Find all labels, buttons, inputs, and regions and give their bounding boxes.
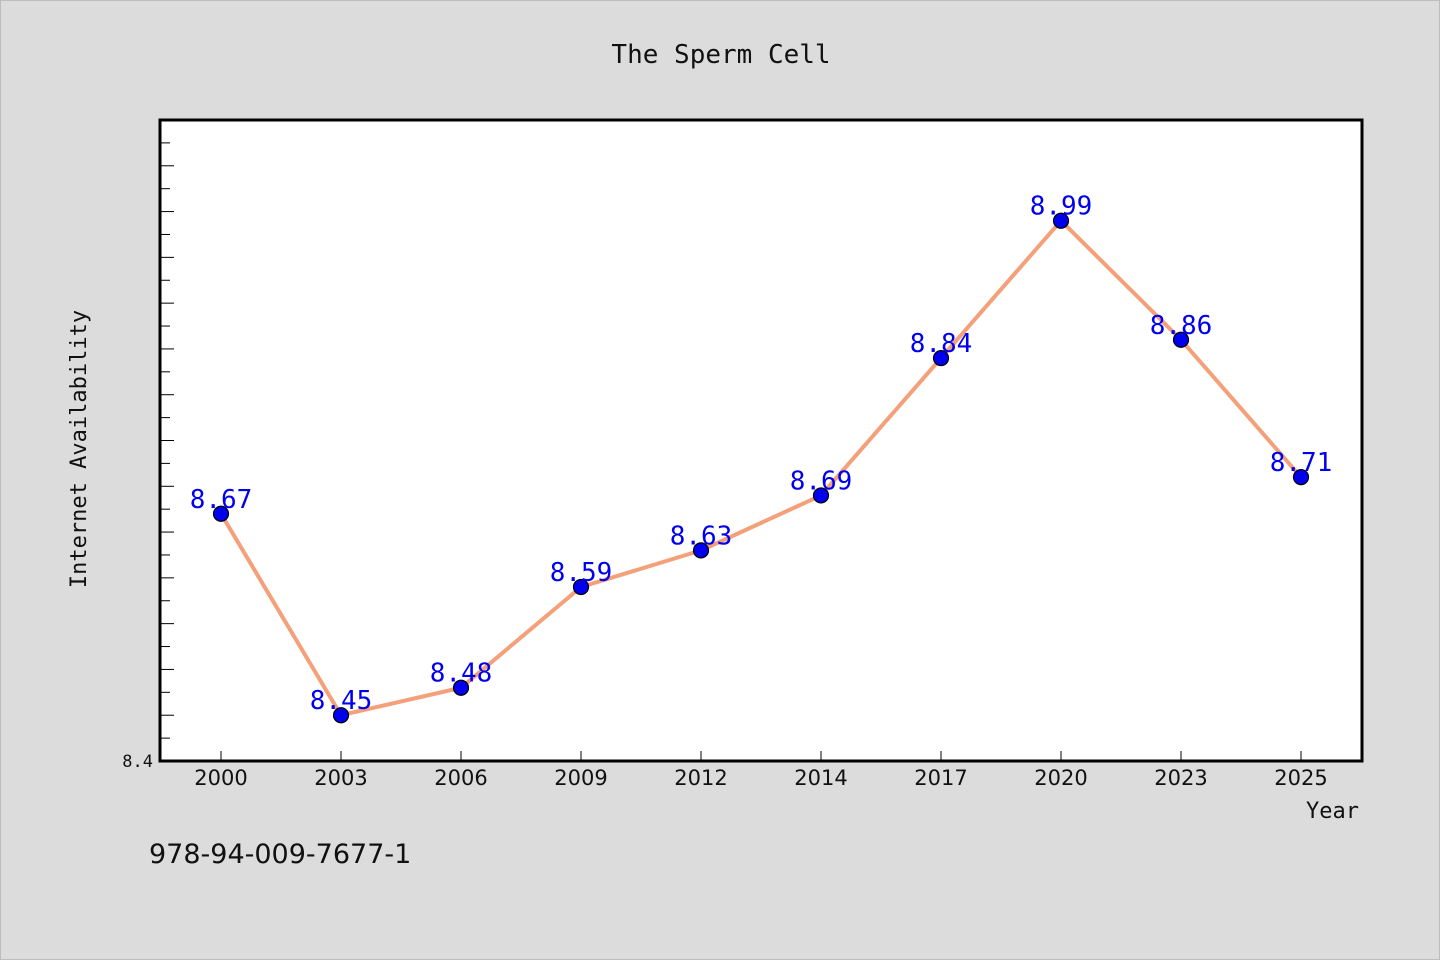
data-labels: 8.67 8.45 8.48 8.59 8.63 8.69 8.84 8.99 8.86 8.71 <box>190 192 1333 716</box>
data-label: 8.45 <box>310 686 373 716</box>
data-label: 8.84 <box>910 329 973 359</box>
y-tick-label: 8.4 <box>122 752 153 772</box>
data-point-marker <box>932 349 950 367</box>
x-tick-label: 2020 <box>1034 766 1087 790</box>
data-point-marker <box>332 707 350 724</box>
data-point-marker <box>1172 331 1190 348</box>
x-tick-label: 2000 <box>194 766 247 790</box>
data-label: 8.69 <box>790 466 853 496</box>
data-label: 8.48 <box>430 659 493 689</box>
x-tick-label: 2023 <box>1154 766 1207 790</box>
y-axis-label: Internet Availability <box>67 310 92 588</box>
x-axis-labels: 2000 2003 2006 2009 2012 2014 2017 2020 2023 2025 <box>194 766 1327 790</box>
isbn-text: 978-94-009-7677-1 <box>149 839 411 870</box>
data-point-marker <box>212 505 230 522</box>
x-tick-label: 2003 <box>314 766 367 790</box>
x-tick-label: 2017 <box>914 766 967 790</box>
x-tick-label: 2006 <box>434 766 487 790</box>
data-label: 8.67 <box>190 485 253 515</box>
data-label: 8.99 <box>1030 192 1093 222</box>
x-tick-label: 2014 <box>794 766 847 790</box>
data-point-marker <box>572 578 590 596</box>
data-point-marker <box>812 487 830 504</box>
plot-area <box>158 118 1364 763</box>
data-label: 8.59 <box>550 558 613 588</box>
x-axis-ticks <box>220 751 1302 761</box>
x-axis-label: Year <box>1306 799 1359 824</box>
data-point-marker <box>1292 469 1310 486</box>
data-point-marker <box>452 679 470 696</box>
x-tick-label: 2009 <box>554 766 607 790</box>
data-label: 8.86 <box>1150 311 1213 341</box>
x-tick-label: 2012 <box>674 766 727 790</box>
data-point-marker <box>1052 212 1070 229</box>
series-line <box>219 218 1303 718</box>
y-axis-ticks <box>160 119 174 762</box>
data-point-marker <box>692 542 710 559</box>
x-tick-label: 2025 <box>1274 766 1327 790</box>
series-markers <box>212 212 1310 724</box>
chart-title: The Sperm Cell <box>611 40 830 70</box>
data-label: 8.63 <box>670 521 733 551</box>
data-label: 8.71 <box>1270 448 1333 478</box>
